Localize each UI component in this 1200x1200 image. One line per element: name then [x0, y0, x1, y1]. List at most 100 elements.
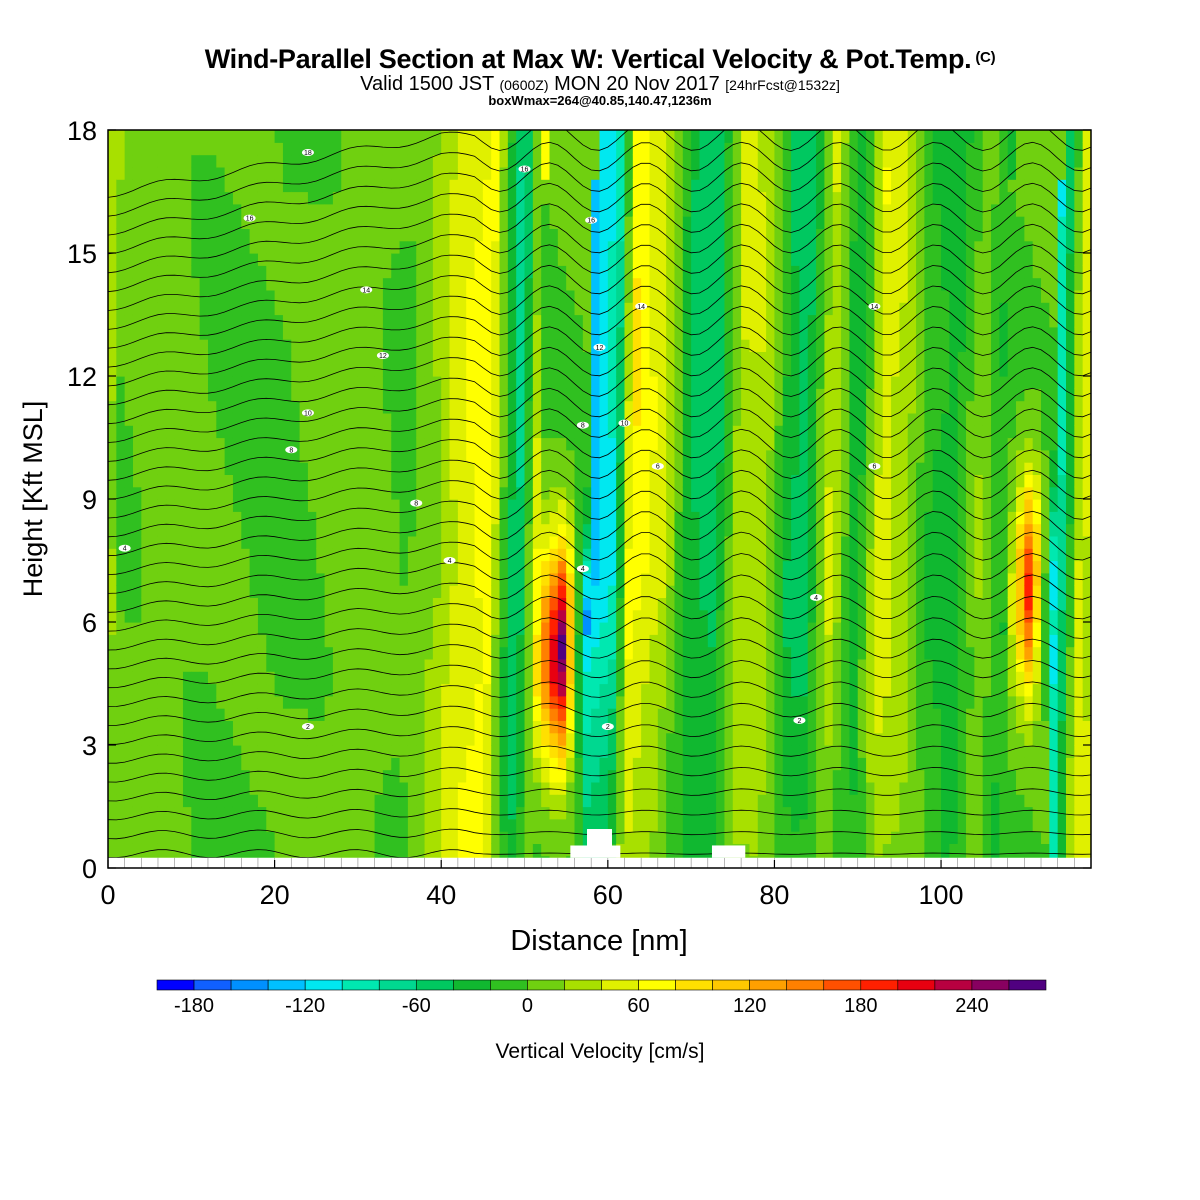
y-tick-label: 9 [82, 485, 97, 515]
colorbar-swatch [193, 979, 232, 991]
contour-label-text: 8 [581, 423, 585, 430]
colorbar-swatch [786, 979, 825, 991]
isentrope-line [108, 428, 1091, 481]
isentrope-line [108, 346, 1091, 406]
chart-title: Wind-Parallel Section at Max W: Vertical… [0, 44, 1200, 75]
isentrope-line [108, 387, 1091, 443]
contour-label: 10 [301, 409, 314, 417]
x-tick-label: 40 [426, 880, 456, 910]
colorbar-swatch [675, 979, 713, 991]
isentrope-line [108, 553, 1091, 594]
y-tick-label: 0 [82, 854, 97, 884]
isentrope-line [108, 766, 1091, 783]
contour-label: 16 [518, 165, 531, 173]
x-tick-label: 20 [260, 880, 290, 910]
isentrope-line [108, 182, 1091, 255]
contour-label: 4 [443, 557, 456, 565]
isentrope-line [108, 531, 1091, 575]
isentrope-line [108, 367, 1091, 425]
contour-label: 2 [301, 723, 314, 731]
contour-label: 6 [868, 462, 881, 471]
colorbar-label: Vertical Velocity [cm/s] [496, 1040, 705, 1063]
x-axis-label: Distance [nm] [510, 925, 687, 957]
x-tick-label: 100 [919, 880, 964, 910]
contour-label-text: 10 [304, 410, 312, 417]
isentrope-line [108, 595, 1091, 632]
colorbar-swatch [490, 979, 528, 991]
isentrope-line [108, 130, 1091, 198]
colorbar-swatch [712, 979, 750, 991]
isentrope-line [108, 305, 1091, 368]
x-tick-label: 80 [759, 880, 789, 910]
contour-label-text: 14 [637, 304, 645, 311]
isentrope-line [108, 510, 1091, 557]
colorbar: -180 -120 -60 0 60 120 180 240 [156, 979, 1047, 1017]
colorbar-swatch [527, 979, 565, 991]
boxwmax-label: boxWmax=264@40.85,140.47,1236m [488, 93, 712, 108]
contour-label: 14 [635, 302, 648, 311]
contour-label-text: 4 [448, 558, 452, 565]
colorbar-swatch [860, 979, 899, 991]
contour-label: 8 [410, 499, 423, 508]
isentrope-line [108, 681, 1091, 707]
isentrope-line [108, 660, 1091, 689]
colorbar-swatch [415, 979, 454, 991]
colorbar-swatch [156, 979, 195, 991]
colorbar-tick-label: 240 [955, 995, 988, 1017]
isentrope-line [108, 162, 1091, 236]
isentrope-line [108, 745, 1091, 764]
contour-label: 12 [376, 352, 389, 360]
isentrope-line [108, 449, 1091, 500]
contour-label: 2 [793, 716, 806, 725]
x-tick-label: 60 [593, 880, 623, 910]
colorbar-swatch [453, 979, 491, 991]
contour-label-text: 8 [414, 501, 418, 508]
contour-label: 10 [618, 419, 631, 428]
contour-label: 8 [576, 421, 589, 430]
y-axis-label: Height [Kft MSL] [18, 401, 48, 598]
colorbar-swatch [601, 979, 639, 991]
isentrope-line [108, 264, 1091, 330]
y-tick-label: 3 [82, 731, 97, 761]
contour-label-text: 2 [606, 724, 610, 731]
isentrope-line [108, 203, 1091, 274]
x-tick-label: 0 [100, 880, 115, 910]
contour-label: 14 [360, 286, 373, 294]
colorbar-swatch [267, 979, 306, 991]
colorbar-swatch [749, 979, 788, 991]
colorbar-swatch [230, 979, 269, 991]
colorbar-tick-label: -60 [402, 995, 431, 1017]
valid-utc: (0600Z) [499, 77, 549, 93]
terrain-ridge [711, 845, 746, 858]
contour-label-text: 6 [656, 464, 660, 471]
contour-label-text: 4 [814, 595, 818, 602]
chart-title-tag: (C) [975, 49, 996, 66]
colorbar-tick-label: 60 [627, 995, 649, 1017]
contour-label: 16 [585, 216, 598, 225]
contour-label: 16 [243, 214, 256, 223]
isentrope-line [108, 469, 1091, 519]
contour-label: 4 [810, 593, 823, 602]
contour-label-text: 16 [521, 166, 529, 173]
contour-label-text: 14 [362, 287, 370, 294]
y-tick-label: 15 [67, 239, 97, 269]
isentrope-line [108, 724, 1091, 745]
contour-label: 8 [285, 446, 298, 454]
contour-label: 2 [601, 723, 614, 731]
colorbar-swatch [304, 979, 343, 991]
terrain-base [108, 857, 1091, 868]
isentrope-line [108, 808, 1091, 821]
contour-label-text: 6 [872, 464, 876, 471]
isentrope-line [108, 574, 1091, 613]
colorbar-swatch [897, 979, 936, 991]
colorbar-swatch [564, 979, 602, 991]
contour-label-text: 4 [581, 566, 585, 573]
isentrope-line [108, 223, 1091, 293]
y-tick-label: 6 [82, 608, 97, 638]
valid-date: MON 20 Nov 2017 [554, 73, 720, 95]
vertical-velocity-field [108, 130, 1091, 868]
axes: 0 20 40 60 80 100 0 3 6 9 12 15 18 [67, 116, 1091, 910]
colorbar-swatch [934, 979, 973, 991]
valid-prefix: Valid 1500 JST [360, 73, 494, 95]
isentrope-line [108, 638, 1091, 670]
